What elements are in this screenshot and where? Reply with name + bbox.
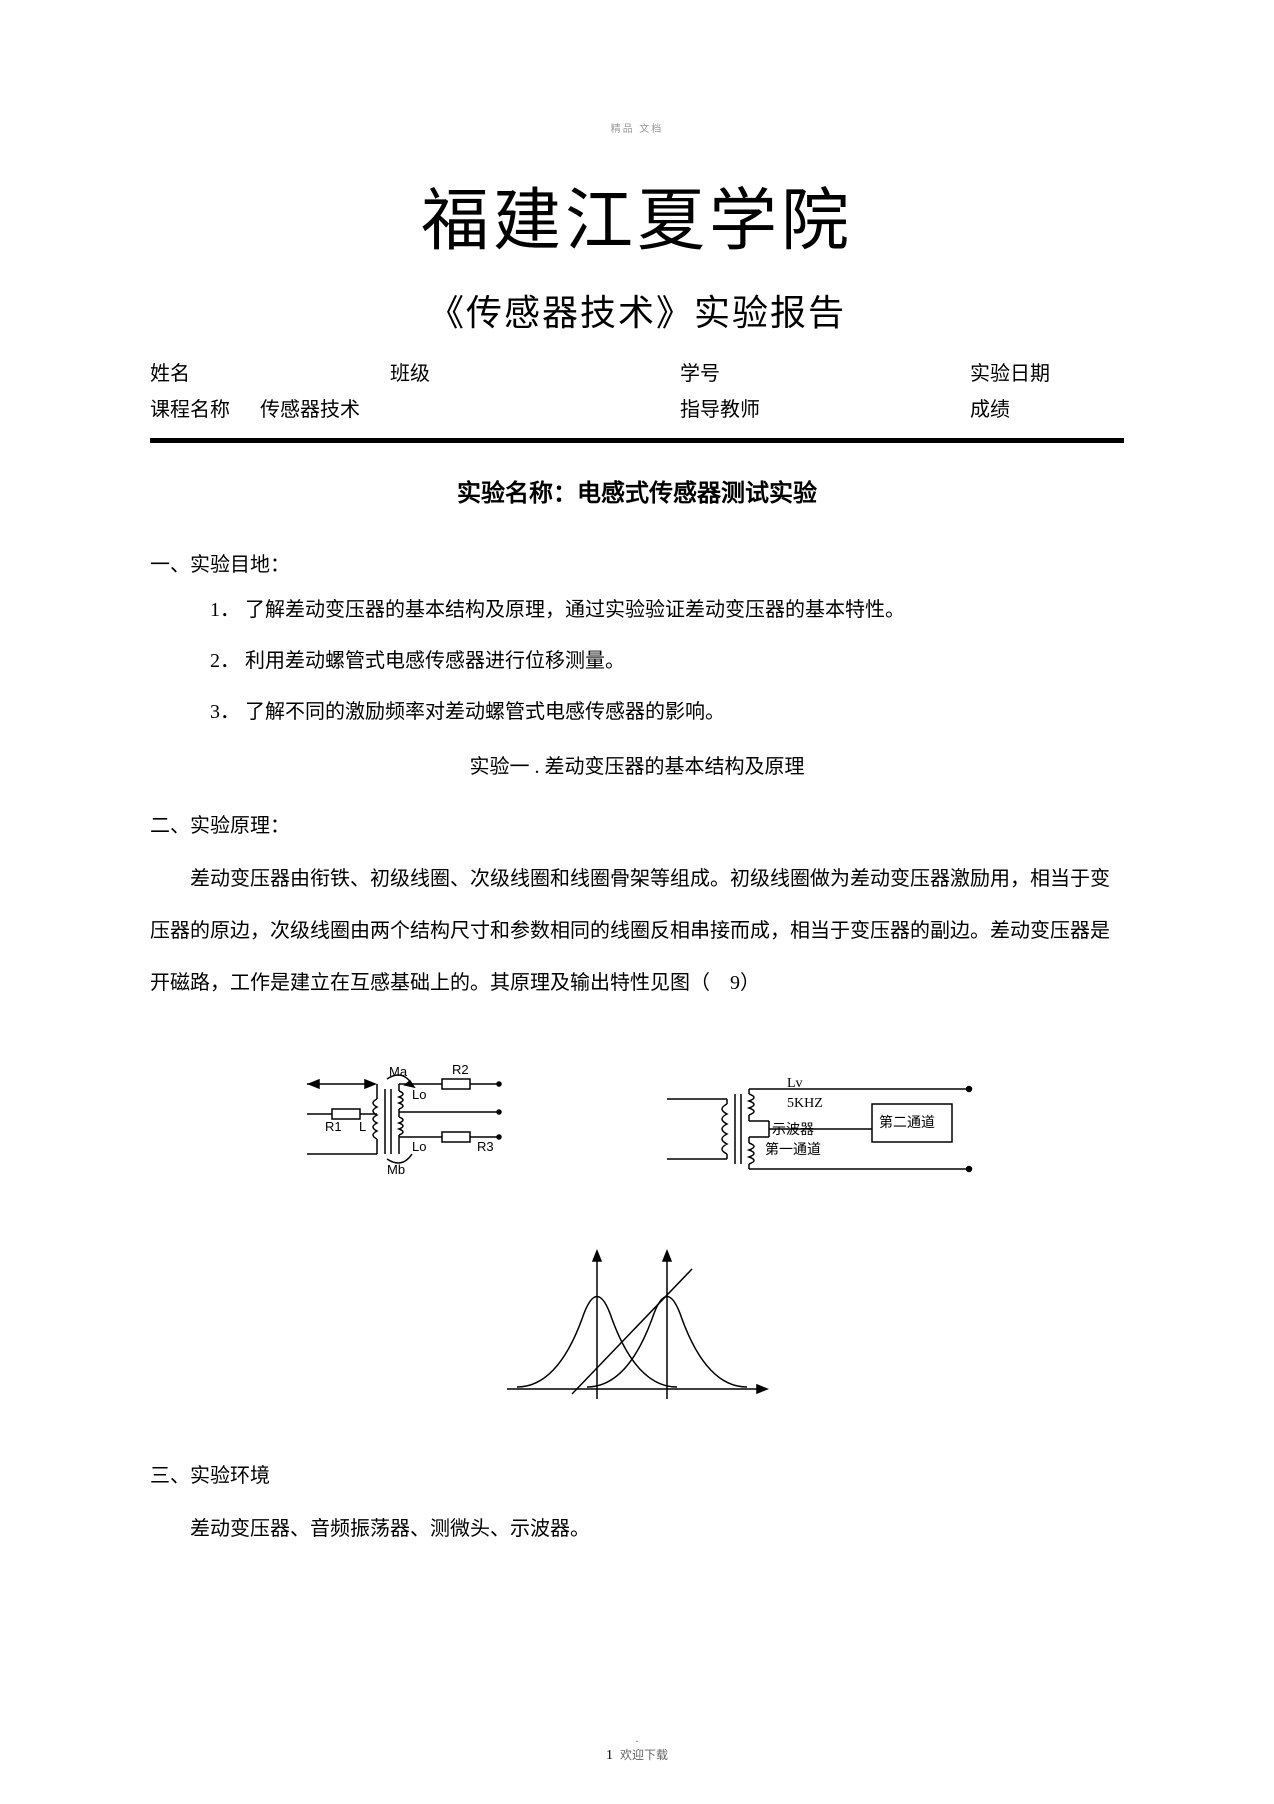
s1-item-2: 2． 利用差动螺管式电感传感器进行位移测量。 (210, 643, 1124, 679)
experiment-name: 实验名称：电感式传感器测试实验 (150, 473, 1124, 508)
label-freq: 5KHZ (787, 1096, 823, 1111)
institution-title: 福建江夏学院 (150, 165, 1124, 264)
diagram-area: R2 R1 R3 L Ma Mb Lo Lo (150, 1059, 1124, 1409)
circuit-diagram-right: Lv 5KHZ 示波器 第一通道 第二通道 (657, 1059, 997, 1209)
info-row-1: 姓名 班级 学号 实验日期 (150, 356, 1124, 392)
page-footer: . 1 欢迎下载 (0, 1731, 1274, 1764)
section-3-head: 三、实验环境 (150, 1459, 1124, 1488)
footer-note: 欢迎下载 (620, 1748, 668, 1762)
course-label: 课程名称 (150, 392, 250, 428)
label-osc2: 第一通道 (765, 1141, 821, 1158)
label-ch2: 第二通道 (879, 1114, 935, 1131)
label-r2: R2 (452, 1062, 469, 1077)
characteristic-curve (497, 1239, 777, 1409)
name-label: 姓名 (150, 356, 380, 392)
label-l: L (359, 1119, 366, 1134)
label-lo1: Lo (412, 1087, 426, 1102)
footer-dot: . (0, 1731, 1274, 1746)
class-label: 班级 (390, 356, 670, 392)
report-title: 《传感器技术》实验报告 (150, 284, 1124, 336)
label-r3: R3 (477, 1139, 494, 1154)
label-lv: Lv (787, 1076, 803, 1091)
section-2-head: 二、实验原理： (150, 809, 1124, 838)
circuit-diagram-left: R2 R1 R3 L Ma Mb Lo Lo (277, 1059, 557, 1209)
label-r1: R1 (325, 1119, 342, 1134)
id-label: 学号 (680, 356, 960, 392)
course-value: 传感器技术 (260, 392, 670, 428)
section-2-body: 差动变压器由衔铁、初级线圈、次级线圈和线圈骨架等组成。初级线圈做为差动变压器激励… (150, 853, 1124, 1009)
info-row-2: 课程名称 传感器技术 指导教师 成绩 (150, 392, 1124, 428)
sub-experiment-title: 实验一 . 差动变压器的基本结构及原理 (150, 750, 1124, 779)
label-lo2: Lo (412, 1139, 426, 1154)
double-rule-divider (150, 438, 1124, 443)
s1-item-1: 1． 了解差动变压器的基本结构及原理，通过实验验证差动变压器的基本特性。 (210, 592, 1124, 628)
watermark-text: 精品 文档 (150, 120, 1124, 135)
teacher-label: 指导教师 (680, 392, 960, 428)
date-label: 实验日期 (970, 356, 1124, 392)
label-mb: Mb (387, 1162, 405, 1177)
section-3-body: 差动变压器、音频振荡器、测微头、示波器。 (150, 1503, 1124, 1555)
grade-label: 成绩 (970, 392, 1124, 428)
section-1-head: 一、实验目地： (150, 548, 1124, 577)
s1-item-3: 3． 了解不同的激励频率对差动螺管式电感传感器的影响。 (210, 694, 1124, 730)
label-osc1: 示波器 (772, 1122, 814, 1138)
page-number: 1 (606, 1748, 613, 1763)
label-ma: Ma (389, 1064, 408, 1079)
